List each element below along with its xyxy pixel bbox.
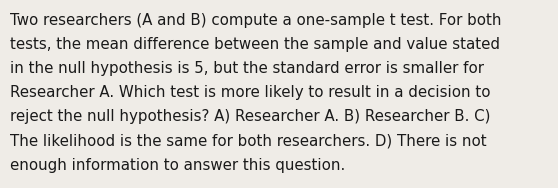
Text: tests, the mean difference between the sample and value stated: tests, the mean difference between the s…	[10, 37, 500, 52]
Text: Two researchers (A and B) compute a one-sample t test. For both: Two researchers (A and B) compute a one-…	[10, 13, 502, 28]
Text: reject the null hypothesis? A) Researcher A. B) Researcher B. C): reject the null hypothesis? A) Researche…	[10, 109, 490, 124]
Text: Researcher A. Which test is more likely to result in a decision to: Researcher A. Which test is more likely …	[10, 85, 490, 100]
Text: in the null hypothesis is 5, but the standard error is smaller for: in the null hypothesis is 5, but the sta…	[10, 61, 484, 76]
Text: The likelihood is the same for both researchers. D) There is not: The likelihood is the same for both rese…	[10, 133, 487, 149]
Text: enough information to answer this question.: enough information to answer this questi…	[10, 158, 345, 173]
